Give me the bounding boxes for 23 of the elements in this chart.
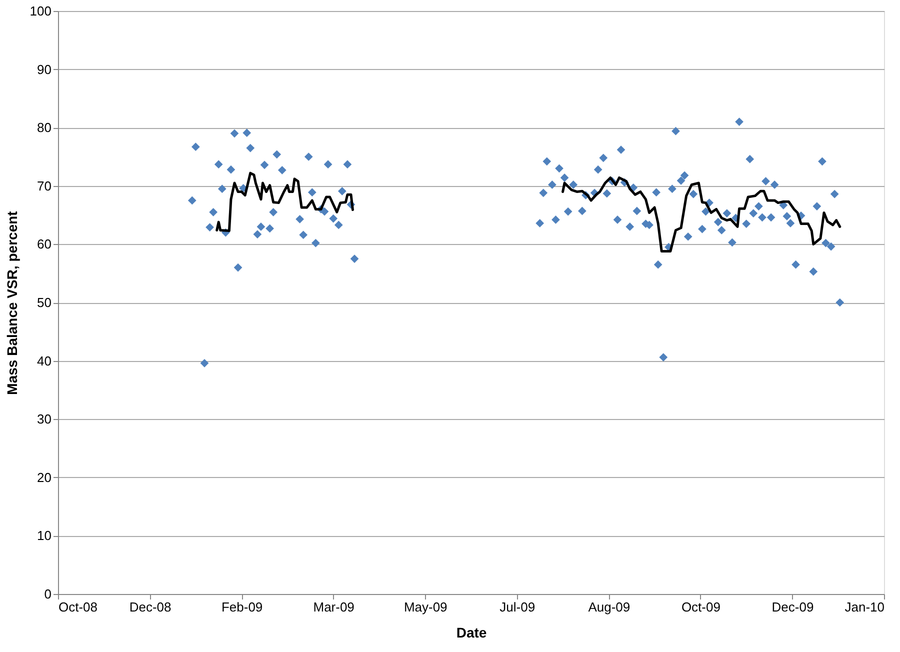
x-tick-label: Feb-09 bbox=[221, 600, 263, 614]
y-tick-label: 80 bbox=[37, 120, 52, 136]
y-axis-title: Mass Balance VSR, percent bbox=[4, 210, 20, 395]
x-axis-title: Date bbox=[456, 624, 487, 640]
x-tick-label: Aug-09 bbox=[588, 600, 630, 614]
y-tick-label: 90 bbox=[37, 62, 52, 77]
y-tick-label: 50 bbox=[37, 295, 52, 310]
y-tick-label: 30 bbox=[37, 412, 52, 427]
x-tick-label: Dec-09 bbox=[772, 600, 814, 614]
x-tick-label: Mar-09 bbox=[313, 600, 354, 614]
x-tick-label: Oct-09 bbox=[681, 600, 720, 614]
y-tick-label: 40 bbox=[37, 353, 52, 368]
y-tick-label: 100 bbox=[30, 4, 52, 18]
x-tick-label: Jan-10 bbox=[844, 600, 884, 614]
x-tick-label: Dec-08 bbox=[129, 600, 172, 614]
x-tick-label: May-09 bbox=[404, 600, 448, 614]
y-tick-label: 10 bbox=[37, 528, 52, 544]
y-tick-label: 0 bbox=[44, 586, 52, 602]
y-tick-label: 60 bbox=[37, 236, 52, 252]
x-tick-label: Jul-09 bbox=[500, 600, 536, 614]
y-tick-label: 20 bbox=[37, 470, 52, 485]
y-tick-label: 70 bbox=[37, 178, 52, 194]
x-tick-label: Oct-08 bbox=[58, 600, 98, 614]
